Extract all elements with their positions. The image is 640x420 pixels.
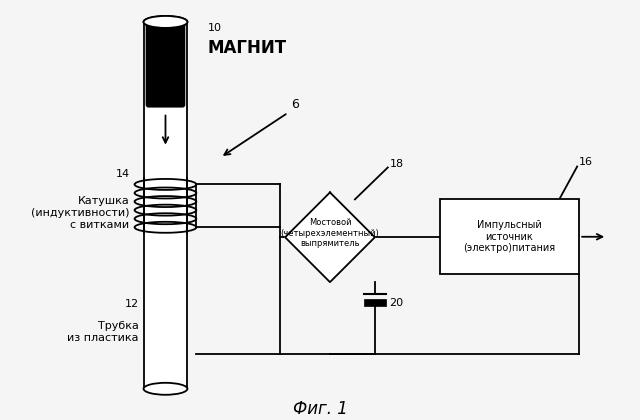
- Ellipse shape: [143, 16, 188, 28]
- Text: 6: 6: [291, 98, 299, 111]
- Text: МАГНИТ: МАГНИТ: [207, 39, 287, 57]
- Ellipse shape: [143, 16, 188, 28]
- Text: 12: 12: [124, 299, 139, 309]
- Text: 16: 16: [579, 158, 593, 168]
- Polygon shape: [285, 192, 375, 282]
- Bar: [143, 22, 188, 389]
- Text: 10: 10: [207, 23, 221, 33]
- Text: Фиг. 1: Фиг. 1: [292, 400, 348, 418]
- Text: Катушка
(индуктивности)
с витками: Катушка (индуктивности) с витками: [31, 197, 129, 230]
- Text: 14: 14: [115, 169, 129, 179]
- Text: Импульсный
источник
(электро)питания: Импульсный источник (электро)питания: [463, 220, 556, 253]
- Text: 20: 20: [388, 298, 403, 308]
- Ellipse shape: [143, 383, 188, 395]
- Text: 18: 18: [390, 160, 404, 170]
- Bar: [440, 200, 579, 274]
- Text: Мостовой
(четырехэлементный)
выпрямитель: Мостовой (четырехэлементный) выпрямитель: [280, 218, 380, 248]
- Bar: [364, 299, 386, 306]
- Text: Трубка
из пластика: Трубка из пластика: [67, 321, 139, 343]
- FancyBboxPatch shape: [147, 23, 184, 107]
